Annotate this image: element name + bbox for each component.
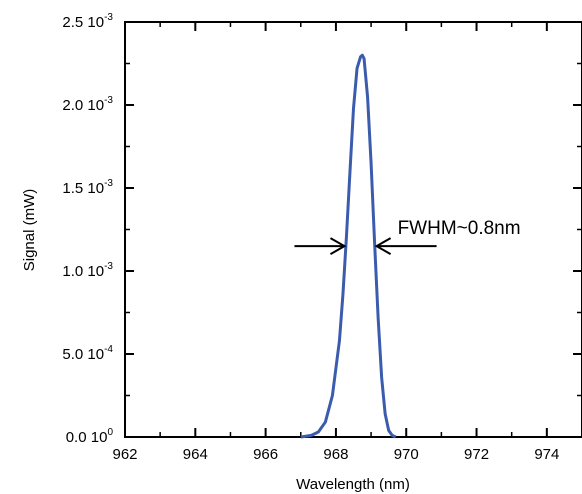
y-axis-title: Signal (mW): [21, 189, 38, 272]
y-axis-tick-labels: 0.0 100 5.0 10-4 1.0 10-3 1.5 10-3 2.0 10-3 2…: [62, 12, 113, 446]
x-tick-label-3: 968: [323, 446, 348, 463]
x-tick-label-0: 962: [112, 446, 137, 463]
y-tick-label-3: 1.5 10-3: [62, 178, 113, 197]
y-tick-label-4: 2.0 10-3: [62, 95, 113, 114]
y-axis-ticks: [125, 21, 582, 438]
x-tick-label-2: 966: [253, 446, 278, 463]
fwhm-arrowhead-left: [329, 237, 347, 255]
x-tick-label-1: 964: [183, 446, 208, 463]
x-axis-tick-labels: 962 964 966 968 970 972 974: [112, 446, 559, 463]
y-tick-label-2: 1.0 10-3: [62, 261, 113, 280]
x-tick-label-4: 970: [394, 446, 419, 463]
x-tick-label-5: 972: [464, 446, 489, 463]
y-tick-label-5: 2.5 10-3: [62, 12, 113, 31]
fwhm-label: FWHM~0.8nm: [398, 218, 521, 239]
fwhm-arrowhead-right: [374, 237, 392, 255]
x-axis-title: Wavelength (nm): [296, 476, 410, 493]
fwhm-annotation: FWHM~0.8nm: [294, 218, 521, 255]
series-line: [300, 53, 397, 439]
y-tick-label-0: 0.0 100: [66, 427, 114, 446]
x-tick-label-6: 974: [534, 446, 559, 463]
y-tick-label-1: 5.0 10-4: [62, 344, 113, 363]
x-axis-ticks: [124, 22, 548, 437]
